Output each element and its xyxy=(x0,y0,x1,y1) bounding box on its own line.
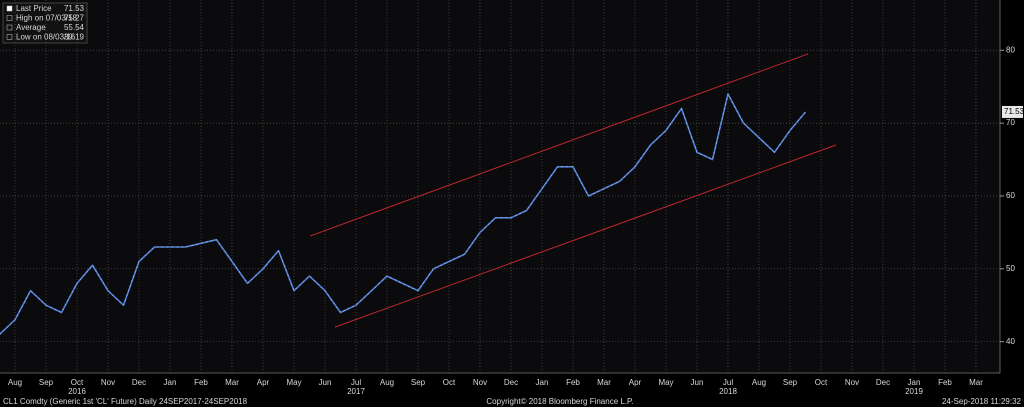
x-tick-label: Jan xyxy=(536,378,549,387)
legend-swatch xyxy=(6,24,13,31)
y-tick-label: 80 xyxy=(1006,45,1015,54)
legend-swatch xyxy=(6,5,13,12)
channel-upper xyxy=(309,53,809,237)
x-tick-label: Dec xyxy=(132,378,146,387)
x-tick-label: Sep xyxy=(39,378,54,387)
legend-value: 71.53 xyxy=(64,4,85,13)
legend-value: 39.19 xyxy=(64,33,85,42)
x-tick-label: Apr xyxy=(629,378,642,387)
y-tick-label: 60 xyxy=(1006,191,1015,200)
legend-name: Low on 08/03/16 xyxy=(16,33,76,42)
channel-lower xyxy=(334,144,837,328)
footer-center: Copyright© 2018 Bloomberg Finance L.P. xyxy=(486,397,633,406)
x-tick-label: Nov xyxy=(101,378,115,387)
legend-value: 75.27 xyxy=(64,14,85,23)
x-tick-label: Mar xyxy=(225,378,239,387)
x-tick-label: Feb xyxy=(566,378,580,387)
x-tick-label: Mar xyxy=(597,378,611,387)
price-line-highlight xyxy=(0,93,806,335)
legend-swatch xyxy=(6,34,13,40)
x-tick-label: May xyxy=(658,378,673,387)
x-tick-label: May xyxy=(286,378,301,387)
year-label: 2017 xyxy=(347,387,365,396)
x-tick-label: Nov xyxy=(845,378,859,387)
x-tick-label: Aug xyxy=(380,378,394,387)
x-tick-label: Oct xyxy=(815,378,828,387)
x-tick-label: Jun xyxy=(691,378,704,387)
x-tick-label: Dec xyxy=(504,378,518,387)
x-tick-label: Jul xyxy=(723,378,733,387)
plot-area xyxy=(0,0,1000,373)
legend-name: Average xyxy=(16,23,46,32)
last-price-box xyxy=(1002,105,1023,118)
footer-left: CL1 Comdty (Generic 1st 'CL' Future) Dai… xyxy=(3,397,248,406)
x-tick-label: Jul xyxy=(351,378,361,387)
y-tick-label: 70 xyxy=(1006,118,1015,127)
x-tick-label: Mar xyxy=(969,378,983,387)
year-label: 2019 xyxy=(905,387,923,396)
x-tick-label: Feb xyxy=(938,378,952,387)
x-tick-label: Oct xyxy=(71,378,84,387)
x-tick-label: Feb xyxy=(194,378,208,387)
y-tick-label: 40 xyxy=(1006,337,1015,346)
x-tick-label: Jan xyxy=(908,378,921,387)
year-label: 2018 xyxy=(719,387,737,396)
x-tick-label: Apr xyxy=(257,378,270,387)
year-label: 2016 xyxy=(68,387,86,396)
legend-name: High on 07/03/18 xyxy=(16,14,77,23)
x-tick-label: Aug xyxy=(8,378,22,387)
x-tick-label: Sep xyxy=(411,378,426,387)
x-tick-label: Sep xyxy=(783,378,798,387)
last-price-label: 71.53 xyxy=(1004,107,1024,116)
legend-name: Last Price xyxy=(16,4,52,13)
legend xyxy=(2,2,88,44)
x-tick-label: Aug xyxy=(752,378,766,387)
legend-swatch xyxy=(6,15,13,21)
y-tick-label: 50 xyxy=(1006,264,1015,273)
x-tick-label: Dec xyxy=(876,378,890,387)
x-tick-label: Jan xyxy=(164,378,177,387)
footer-right: 24-Sep-2018 11:29:32 xyxy=(942,397,1022,406)
x-tick-label: Nov xyxy=(473,378,487,387)
legend-value: 55.54 xyxy=(64,23,85,32)
x-tick-label: Jun xyxy=(319,378,332,387)
x-tick-label: Oct xyxy=(443,378,456,387)
